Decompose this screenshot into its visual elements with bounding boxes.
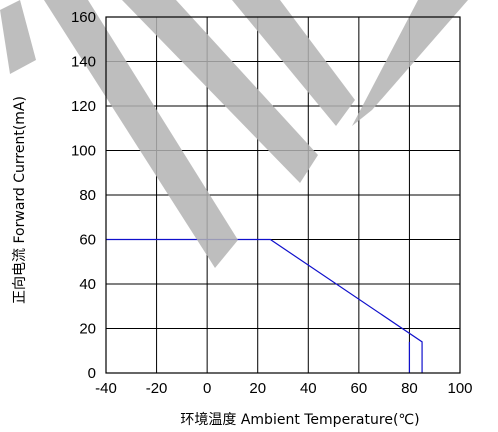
x-tick-label: 0	[203, 380, 211, 397]
y-tick-label: 100	[71, 143, 96, 160]
y-tick-label: 40	[79, 276, 96, 293]
x-tick-labels: -40 -20 0 20 40 60 80 100	[95, 380, 472, 397]
watermark-band-0	[44, 0, 238, 268]
y-tick-label: 160	[71, 9, 96, 26]
watermark-band-4	[0, 0, 36, 74]
x-tick-label: 20	[249, 380, 266, 397]
y-tick-label: 120	[71, 98, 96, 115]
y-axis-label: 正向电流 Forward Current(mA)	[12, 96, 28, 304]
x-axis-label: 环境温度 Ambient Temperature(℃)	[180, 412, 419, 428]
y-tick-label: 20	[79, 321, 96, 338]
y-tick-label: 140	[71, 54, 96, 71]
x-tick-label: -20	[146, 380, 168, 397]
plot-frame	[105, 16, 461, 374]
grid	[105, 16, 461, 374]
watermark-band-1	[122, 0, 318, 183]
x-tick-label: 40	[300, 380, 317, 397]
series-layer	[106, 238, 423, 373]
series-line-0	[106, 238, 423, 373]
x-tick-label: 100	[447, 380, 472, 397]
x-tick-label: 60	[351, 380, 368, 397]
x-tick-label: -40	[95, 380, 117, 397]
x-tick-label: 80	[401, 380, 418, 397]
y-tick-label: 80	[79, 187, 96, 204]
watermark-band-3	[352, 0, 468, 126]
watermark-band-2	[232, 0, 355, 126]
y-tick-label: 0	[88, 365, 96, 382]
y-tick-label: 60	[79, 232, 96, 249]
watermark	[0, 0, 468, 268]
y-tick-labels: 0 20 40 60 80 100 120 140 160	[71, 9, 96, 382]
